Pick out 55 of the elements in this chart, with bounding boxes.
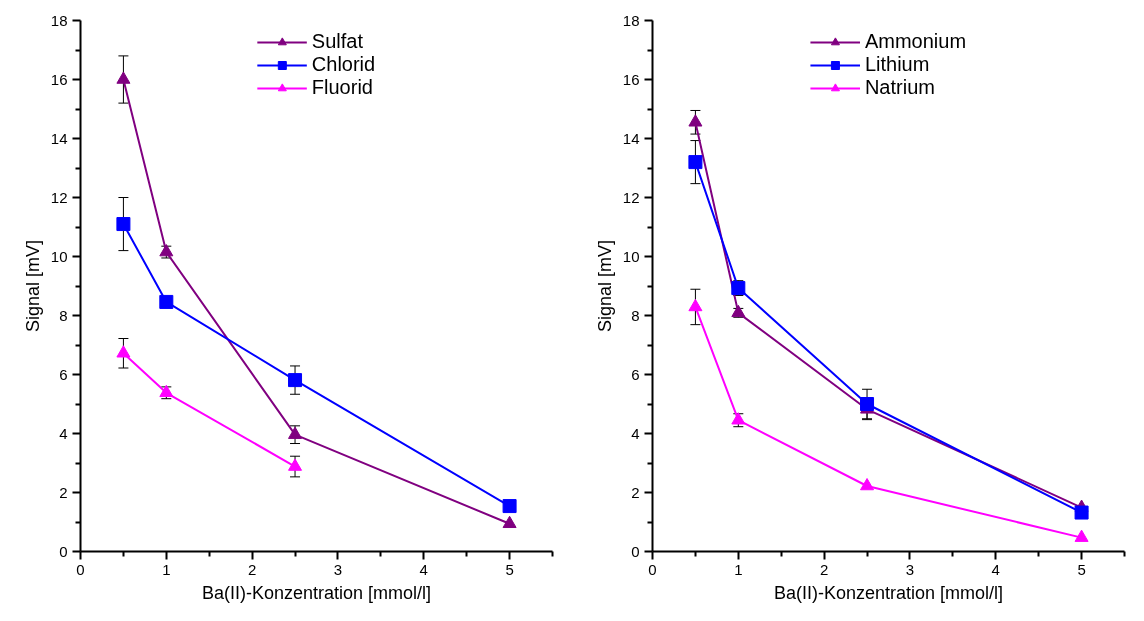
y-tick-label: 14 xyxy=(50,129,68,147)
x-tick-label: 0 xyxy=(648,560,657,578)
y-tick-label: 4 xyxy=(631,424,640,442)
x-tick-label: 4 xyxy=(991,560,1000,578)
y-tick-label: 8 xyxy=(59,306,68,324)
point xyxy=(288,426,303,439)
y-tick-label: 8 xyxy=(631,306,640,324)
point xyxy=(159,294,174,309)
point xyxy=(502,515,517,529)
y-tick-label: 2 xyxy=(631,483,640,501)
legend-label: Fluorid xyxy=(311,76,373,99)
point xyxy=(1074,529,1089,542)
y-tick-label: 6 xyxy=(631,365,640,383)
point xyxy=(860,478,875,491)
point xyxy=(116,71,131,84)
x-tick-label: 5 xyxy=(1077,560,1086,578)
x-tick-label: 4 xyxy=(419,560,428,578)
y-axis-title: Signal [mV] xyxy=(22,239,43,333)
x-tick-label: 1 xyxy=(162,560,171,578)
x-tick-label: 3 xyxy=(333,560,343,578)
legend-label: Sulfat xyxy=(311,30,363,53)
point xyxy=(688,114,703,127)
point xyxy=(860,397,875,411)
y-tick-label: 18 xyxy=(622,11,640,29)
x-tick-label: 1 xyxy=(734,560,743,578)
x-axis-title: Ba(II)-Konzentration [mmol/l] xyxy=(201,582,432,603)
legend-label: Lithium xyxy=(864,53,930,76)
y-tick-label: 14 xyxy=(622,129,640,147)
point xyxy=(688,155,703,170)
y-tick-label: 10 xyxy=(50,247,68,265)
x-tick-label: 3 xyxy=(905,560,915,578)
x-tick-label: 2 xyxy=(819,560,829,578)
point xyxy=(1074,505,1089,520)
y-tick-label: 18 xyxy=(50,11,68,29)
y-tick-label: 0 xyxy=(59,542,68,560)
legend-label: Natrium xyxy=(864,76,935,99)
y-tick-label: 2 xyxy=(59,483,68,501)
y-tick-label: 10 xyxy=(622,247,640,265)
x-tick-label: 0 xyxy=(76,560,85,578)
y-tick-label: 16 xyxy=(50,70,68,88)
y-tick-label: 6 xyxy=(59,365,68,383)
x-tick-label: 5 xyxy=(505,560,514,578)
y-tick-label: 0 xyxy=(631,542,640,560)
point xyxy=(288,458,303,471)
y-axis-title: Signal [mV] xyxy=(594,239,615,333)
y-tick-label: 16 xyxy=(622,70,640,88)
y-tick-label: 12 xyxy=(50,188,68,206)
point xyxy=(116,345,131,358)
x-tick-label: 2 xyxy=(247,560,257,578)
y-tick-label: 12 xyxy=(622,188,640,206)
legend-label: Chlorid xyxy=(311,53,376,76)
x-axis-title: Ba(II)-Konzentration [mmol/l] xyxy=(773,582,1004,603)
point xyxy=(688,298,703,312)
y-tick-label: 4 xyxy=(59,424,68,442)
legend-label: Ammonium xyxy=(864,30,967,53)
